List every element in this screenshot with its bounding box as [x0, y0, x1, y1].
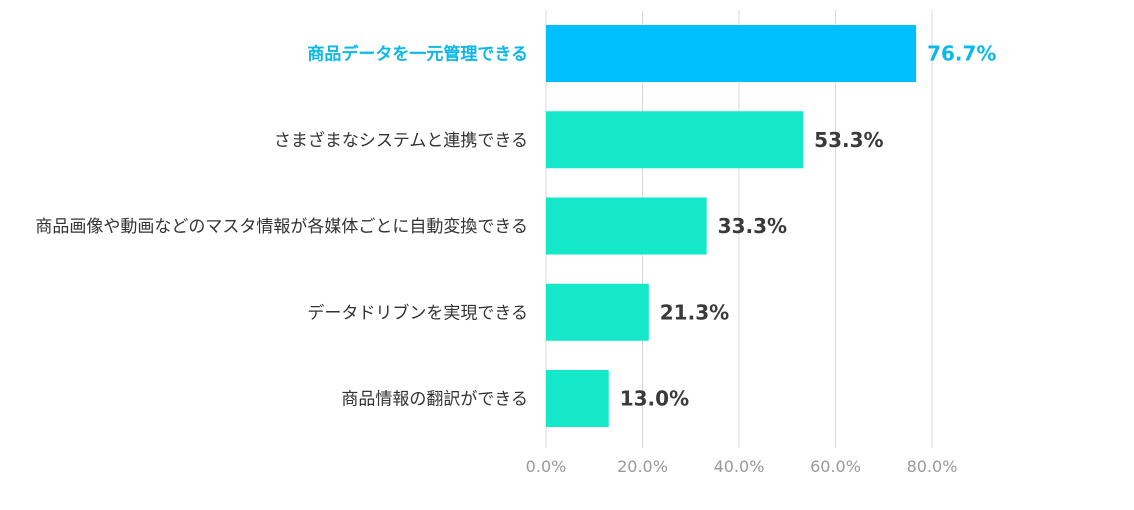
x-axis-ticks: 0.0% 20.0% 40.0% 60.0% 80.0% [526, 457, 958, 476]
x-tick-label: 80.0% [907, 457, 958, 476]
value-labels: 76.7% 53.3% 33.3% 21.3% 13.0% [620, 42, 997, 411]
category-label: 商品画像や動画などのマスタ情報が各媒体ごとに自動変換できる [35, 217, 528, 237]
x-tick-label: 0.0% [526, 457, 567, 476]
value-label: 21.3% [660, 300, 729, 324]
bars [546, 25, 917, 427]
value-label: 13.0% [620, 387, 689, 411]
value-label: 53.3% [814, 128, 883, 152]
category-label: さまざまなシステムと連携できる [274, 130, 528, 151]
x-tick-label: 60.0% [810, 457, 861, 476]
category-label: 商品データを一元管理できる [307, 44, 528, 65]
bar [546, 197, 707, 255]
value-label: 33.3% [718, 214, 787, 238]
category-label: 商品情報の翻訳ができる [341, 390, 528, 410]
bar [546, 283, 649, 341]
bar [546, 25, 917, 82]
category-label: データドリブンを実現できる [307, 302, 528, 323]
category-labels: 商品データを一元管理できるさまざまなシステムと連携できる商品画像や動画などのマス… [35, 44, 528, 410]
bar [546, 370, 609, 427]
x-tick-label: 20.0% [617, 457, 668, 476]
bar [546, 111, 804, 169]
x-tick-label: 40.0% [714, 457, 765, 476]
value-label: 76.7% [927, 42, 996, 66]
